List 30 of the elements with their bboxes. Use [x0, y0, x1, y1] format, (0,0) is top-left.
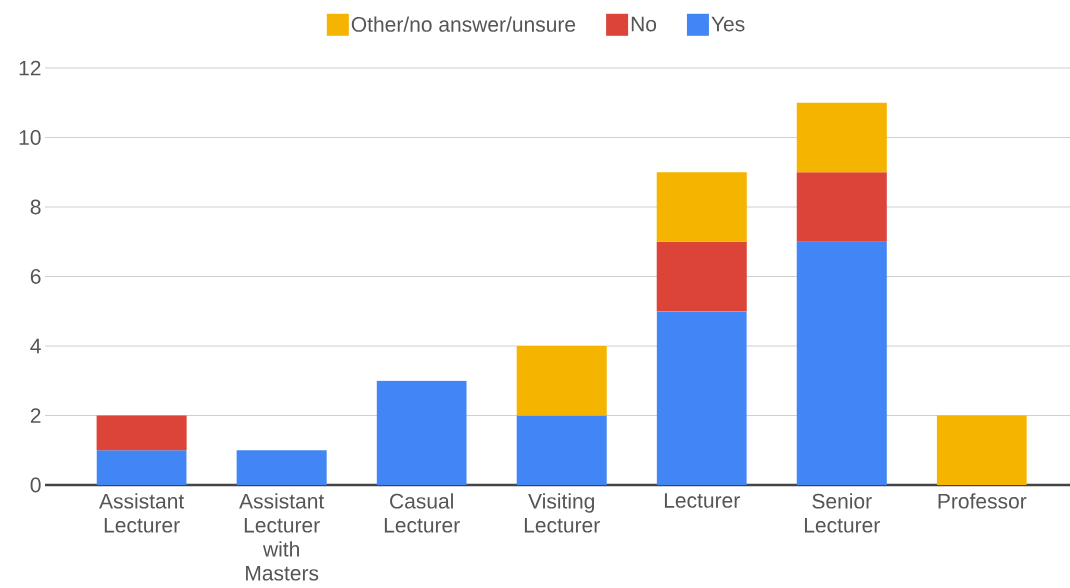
bar — [796, 172, 887, 242]
legend-label: Other/no answer/unsure — [351, 16, 576, 32]
bar — [656, 311, 747, 485]
bar — [656, 241, 747, 312]
bar — [796, 102, 887, 173]
x-tick-label: Assistant Lecturer with Masters — [239, 493, 325, 581]
bar — [516, 415, 607, 485]
x-tick-label: Senior Lecturer — [804, 493, 880, 533]
x-tick-label: Assistant Lecturer — [99, 493, 185, 533]
y-tick-label: 12 — [19, 60, 41, 76]
y-tick-label: 0 — [30, 477, 41, 493]
bar — [936, 415, 1027, 485]
y-tick-label: 4 — [30, 338, 41, 354]
y-tick-label: 10 — [19, 130, 41, 145]
y-tick-label: 6 — [30, 269, 41, 284]
bar — [656, 172, 747, 242]
y-tick-label: 2 — [30, 408, 41, 423]
bar — [236, 450, 327, 485]
x-tick-label: Visiting Lecturer — [524, 493, 600, 533]
x-tick-label: Casual Lecturer — [384, 493, 460, 533]
bar — [376, 380, 467, 485]
x-tick-label: Professor — [938, 493, 1027, 509]
y-tick-label: 8 — [30, 199, 41, 215]
x-tick-label: Lecturer — [664, 493, 740, 508]
bar — [96, 450, 187, 485]
bar — [96, 415, 187, 451]
bar — [796, 241, 887, 485]
legend-label: No — [631, 16, 657, 32]
legend-label: Yes — [711, 16, 745, 32]
bar — [516, 345, 607, 416]
